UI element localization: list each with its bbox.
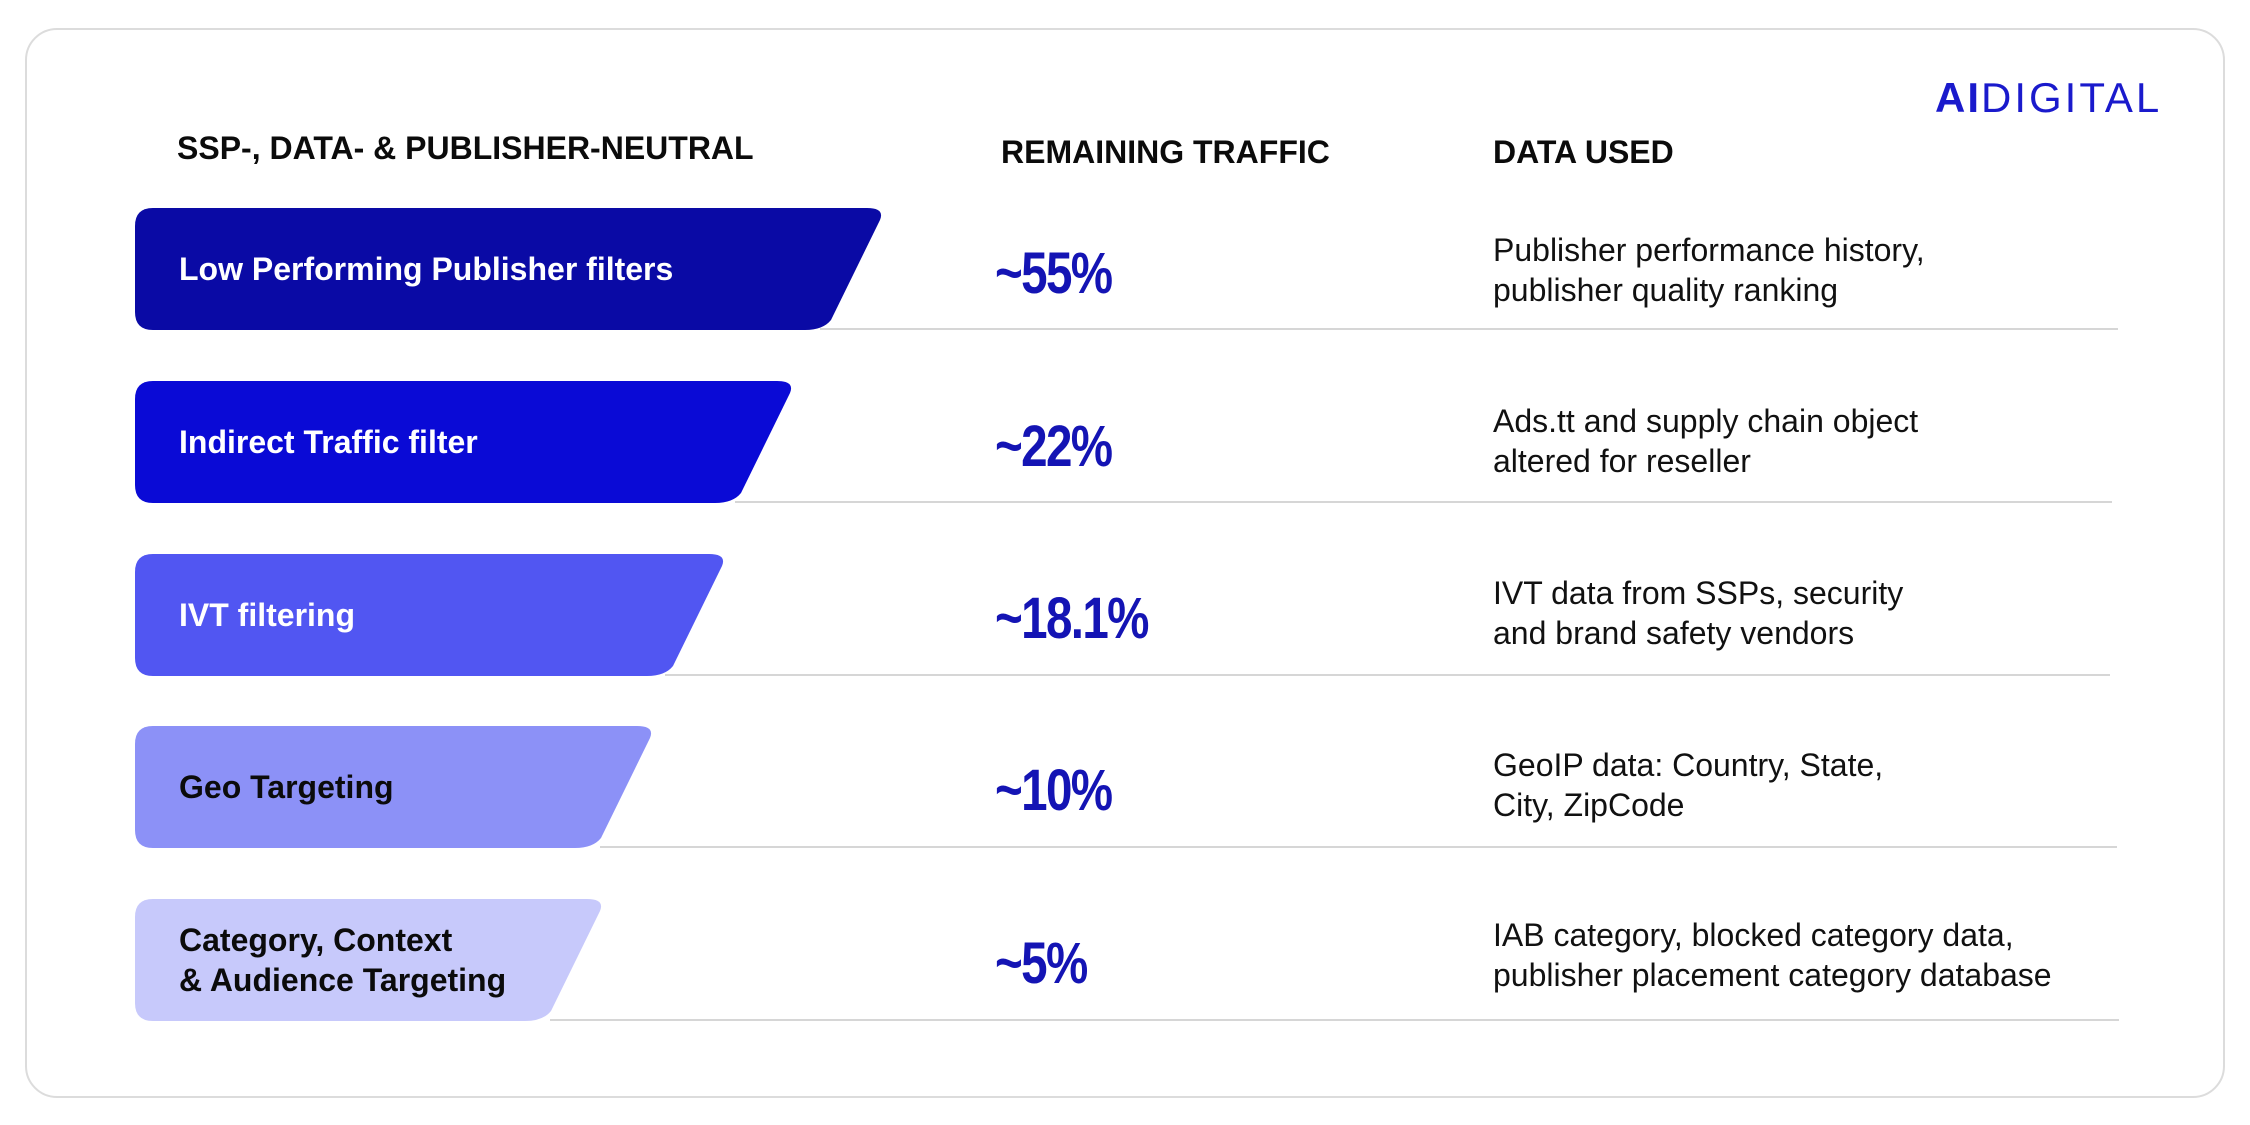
filter-label-line: Category, Context	[179, 922, 453, 958]
data-used-line: IAB category, blocked category data,	[1493, 917, 2014, 953]
filter-shape	[135, 381, 792, 503]
data-used-description: IAB category, blocked category data, publ…	[1493, 915, 2052, 995]
filter-shape	[135, 208, 882, 330]
row-divider	[820, 328, 2118, 330]
data-used-line: GeoIP data: Country, State,	[1493, 747, 1884, 783]
data-used-description: IVT data from SSPs, security and brand sa…	[1493, 573, 1903, 653]
row-divider	[550, 1019, 2119, 1021]
filter-label-line: & Audience Targeting	[179, 962, 507, 998]
data-used-line: publisher placement category database	[1493, 957, 2052, 993]
remaining-traffic-value: ~18.1%	[995, 586, 1149, 651]
data-used-description: Ads.tt and supply chain object altered fo…	[1493, 401, 1918, 481]
data-used-column-header: DATA USED	[1493, 134, 1674, 170]
row-divider	[735, 501, 2112, 503]
filter-shape	[135, 726, 652, 848]
brand-logo: AIDIGITAL	[1935, 74, 2162, 122]
data-used-line: and brand safety vendors	[1493, 615, 1855, 651]
data-used-line: altered for reseller	[1493, 443, 1751, 479]
filter-label: Indirect Traffic filter	[179, 422, 478, 462]
filter-label-line: Indirect Traffic filter	[179, 424, 478, 460]
filter-label: Geo Targeting	[179, 767, 394, 807]
data-used-description: Publisher performance history, publisher …	[1493, 230, 1925, 310]
filter-label-line: IVT filtering	[179, 597, 355, 633]
row-divider	[600, 846, 2117, 848]
remaining-traffic-column-header: REMAINING TRAFFIC	[1001, 134, 1330, 170]
filter-label-line: Low Performing Publisher filters	[179, 251, 674, 287]
filter-label: Category, Context & Audience Targeting	[179, 920, 506, 1000]
filter-label: IVT filtering	[179, 595, 355, 635]
logo-suffix: DIGITAL	[1981, 74, 2163, 121]
data-used-description: GeoIP data: Country, State, City, ZipCode	[1493, 745, 1883, 825]
data-used-line: Publisher performance history,	[1493, 232, 1925, 268]
filters-column-header: SSP-, DATA- & PUBLISHER-NEUTRAL	[177, 130, 754, 166]
remaining-traffic-value: ~5%	[995, 931, 1088, 996]
remaining-traffic-value: ~22%	[995, 414, 1113, 479]
filter-label-line: Geo Targeting	[179, 769, 394, 805]
filter-label: Low Performing Publisher filters	[179, 249, 673, 289]
filter-shape	[135, 899, 602, 1021]
filter-shape	[135, 554, 724, 676]
remaining-traffic-value: ~55%	[995, 241, 1113, 306]
data-used-line: City, ZipCode	[1493, 787, 1685, 823]
logo-prefix: AI	[1935, 74, 1981, 121]
data-used-line: publisher quality ranking	[1493, 272, 1839, 308]
remaining-traffic-value: ~10%	[995, 758, 1113, 823]
data-used-line: IVT data from SSPs, security	[1493, 575, 1904, 611]
data-used-line: Ads.tt and supply chain object	[1493, 403, 1919, 439]
row-divider	[665, 674, 2110, 676]
